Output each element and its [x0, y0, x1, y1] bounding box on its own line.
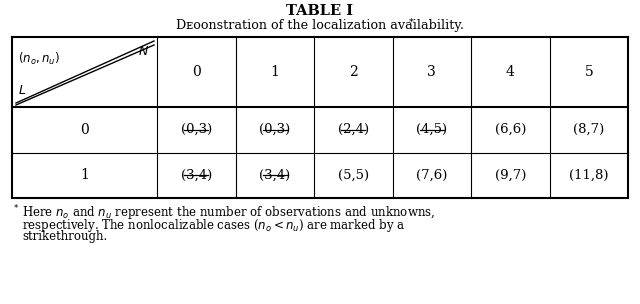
Text: 0: 0: [80, 123, 89, 137]
Text: 4: 4: [506, 65, 515, 79]
Text: strikethrough.: strikethrough.: [22, 230, 108, 243]
Text: (3,4): (3,4): [180, 169, 212, 182]
Text: 5: 5: [584, 65, 593, 79]
Text: TABLE I: TABLE I: [287, 4, 353, 18]
Text: $N$: $N$: [138, 45, 149, 58]
Text: (9,7): (9,7): [495, 169, 526, 182]
Text: (6,6): (6,6): [495, 123, 526, 136]
Text: respectively. The nonlocalizable cases ($n_o < n_u$) are marked by a: respectively. The nonlocalizable cases (…: [22, 217, 406, 234]
Text: Dᴇᴏonstration of the localization availability.: Dᴇᴏonstration of the localization availa…: [176, 19, 464, 32]
Text: (2,4): (2,4): [338, 123, 369, 136]
Text: (4,5): (4,5): [416, 123, 447, 136]
Text: (7,6): (7,6): [416, 169, 447, 182]
Text: (11,8): (11,8): [569, 169, 609, 182]
Text: 0: 0: [192, 65, 200, 79]
Text: 3: 3: [428, 65, 436, 79]
Text: 1: 1: [80, 168, 89, 182]
Text: (8,7): (8,7): [573, 123, 604, 136]
Text: (0,3): (0,3): [259, 123, 291, 136]
Text: 2: 2: [349, 65, 358, 79]
Text: (5,5): (5,5): [338, 169, 369, 182]
Text: $L$: $L$: [18, 84, 26, 97]
Text: (3,4): (3,4): [259, 169, 291, 182]
Text: $(n_o, n_u)$: $(n_o, n_u)$: [18, 51, 60, 67]
Text: Here $n_o$ and $n_u$ represent the number of observations and unknowns,: Here $n_o$ and $n_u$ represent the numbe…: [22, 204, 435, 221]
Text: $^*$: $^*$: [12, 204, 20, 217]
Text: 1: 1: [270, 65, 279, 79]
Text: (0,3): (0,3): [180, 123, 212, 136]
Text: *: *: [408, 18, 413, 26]
